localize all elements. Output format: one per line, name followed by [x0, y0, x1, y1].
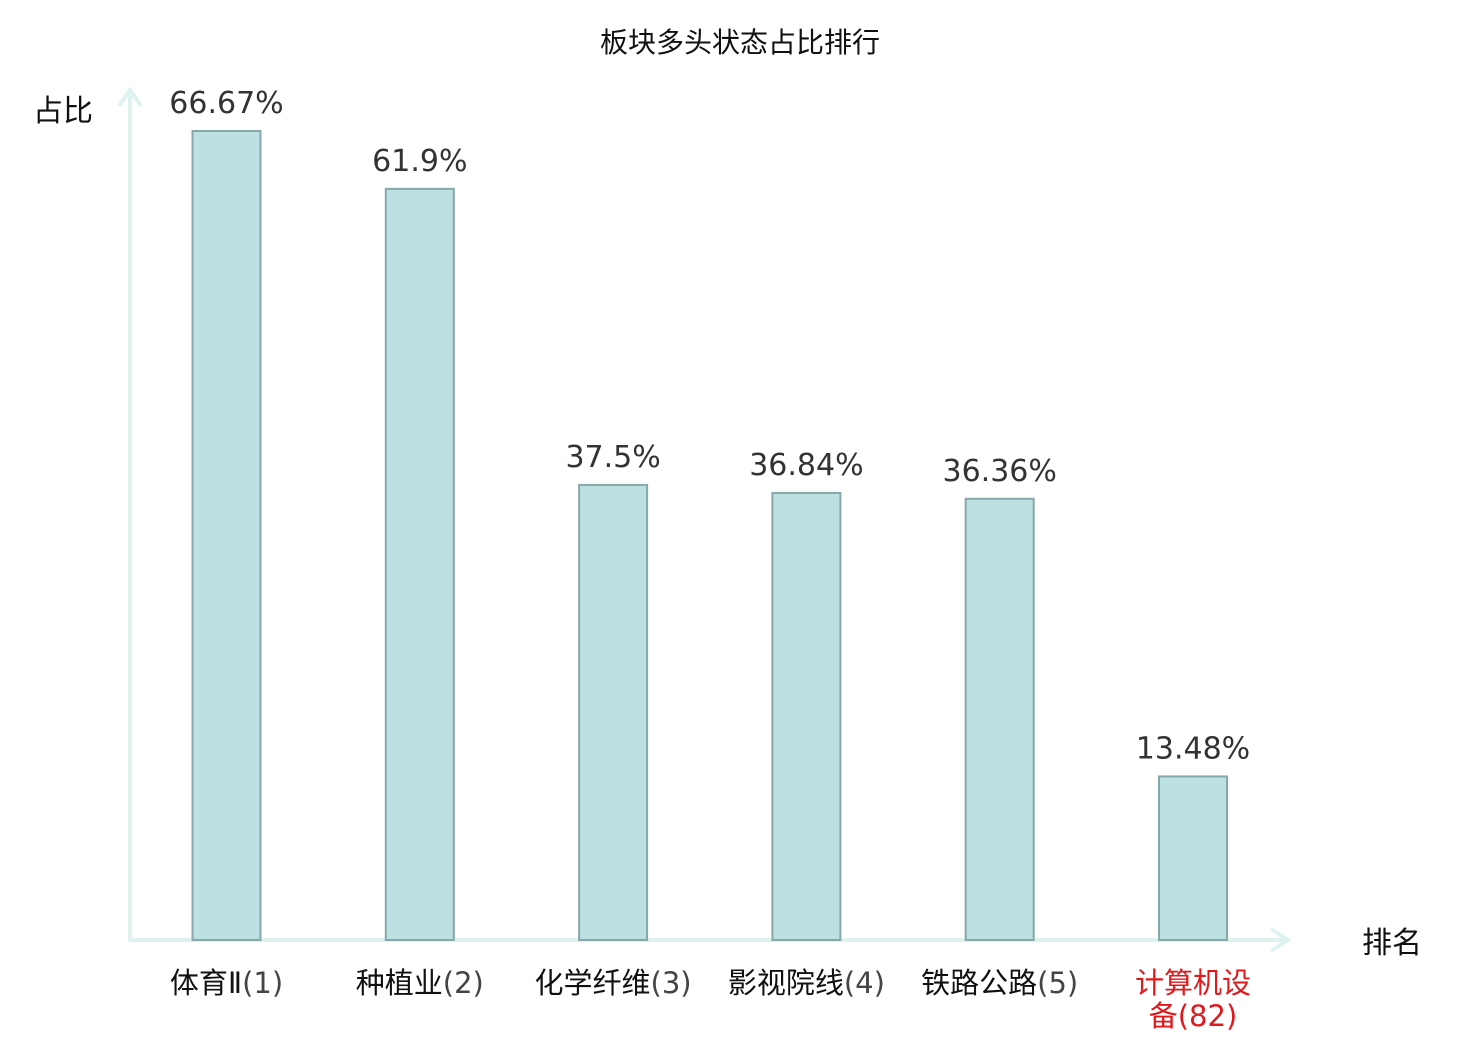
x-axis-arrowhead: [1269, 927, 1292, 953]
data-label: 36.36%: [943, 454, 1057, 489]
x-tick-label: 化学纤维(3): [535, 966, 692, 1000]
x-tick-label: 影视院线(4): [728, 966, 885, 1000]
bars-group: [191, 130, 1228, 942]
x-tick-label-continued: 备(82): [1149, 999, 1238, 1033]
bar: [1158, 775, 1228, 942]
data-label: 66.67%: [169, 86, 283, 121]
x-tick-rank: (3): [651, 966, 692, 1000]
x-tick-label: 铁路公路(5): [921, 966, 1078, 1000]
chart-title: 板块多头状态占比排行: [600, 26, 880, 59]
x-tick-rank: (4): [844, 966, 885, 1000]
bar: [384, 187, 455, 942]
x-tick-name: 种植业: [356, 966, 443, 1000]
category-labels-group: 体育Ⅱ(1) 种植业(2) 化学纤维(3) 影视院线(4) 铁路公路(5) 计算机设备(8…: [170, 966, 1251, 1033]
bar: [771, 491, 842, 941]
data-label: 36.84%: [749, 448, 863, 483]
x-tick-name: 铁路公路: [921, 966, 1037, 1000]
x-tick-name: 化学纤维: [535, 966, 651, 1000]
x-tick-label: 种植业(2): [356, 966, 484, 1000]
data-label: 13.48%: [1136, 731, 1250, 766]
bar: [964, 497, 1035, 941]
x-tick-rank: (2): [443, 966, 484, 1000]
y-axis-title: 占比: [33, 94, 93, 129]
x-tick-name: 备: [1149, 999, 1178, 1033]
bar: [191, 130, 262, 941]
data-label: 61.9%: [372, 144, 467, 179]
x-tick-rank: (82): [1178, 999, 1238, 1033]
value-labels-group: 66.67% 61.9% 37.5% 36.84% 36.36% 13.48%: [169, 86, 1250, 766]
x-tick-rank: (1): [242, 966, 283, 1000]
data-label: 37.5%: [565, 440, 660, 475]
x-tick-label: 体育Ⅱ(1): [170, 966, 283, 1000]
x-tick-rank: (5): [1037, 966, 1078, 1000]
y-axis-arrowhead: [117, 86, 143, 108]
x-tick-name: 影视院线: [728, 966, 844, 1000]
bar: [578, 483, 649, 941]
x-tick-label: 计算机设: [1135, 966, 1251, 1000]
x-axis-title: 排名: [1362, 926, 1422, 961]
axes: [117, 86, 1292, 953]
x-tick-name: 体育Ⅱ: [170, 966, 242, 1000]
